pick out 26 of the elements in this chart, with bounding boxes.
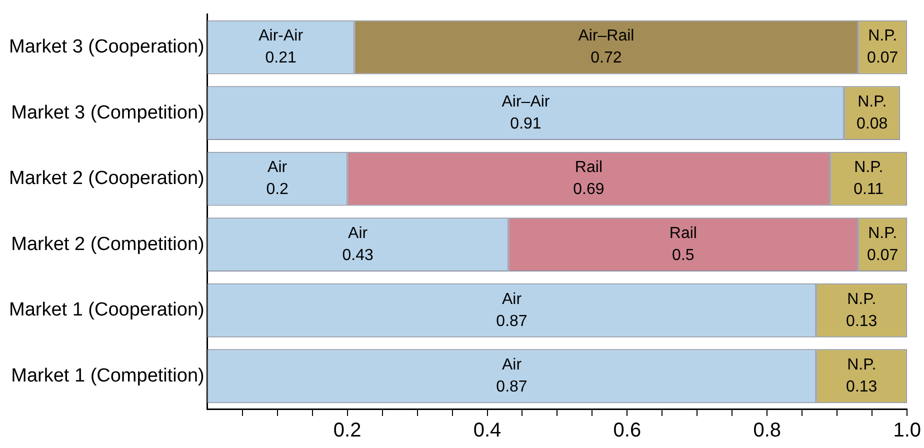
data-label: Air 0.87 bbox=[496, 356, 528, 396]
x-tick-label: 1.0 bbox=[893, 420, 922, 442]
data-label: Air–Air 0.91 bbox=[502, 93, 550, 132]
data-label: Rail 0.69 bbox=[573, 159, 604, 198]
y-tick-label: Market 1 (Cooperation) bbox=[8, 300, 204, 321]
y-tick-label: Market 2 (Cooperation) bbox=[8, 168, 204, 190]
x-tick-label: 0.6 bbox=[613, 420, 642, 442]
x-tick-label: 0.2 bbox=[333, 420, 362, 442]
data-label: Air 0.2 bbox=[266, 159, 289, 198]
data-label: N.P. 0.11 bbox=[854, 159, 884, 198]
y-tick-label: Market 1 (Competition) bbox=[11, 365, 204, 386]
data-label: Air–Rail 0.72 bbox=[578, 28, 634, 67]
x-tick-label: 0.8 bbox=[753, 420, 782, 442]
y-tick-label: Market 3 (Competition) bbox=[11, 102, 204, 124]
y-tick-label: Market 3 (Cooperation) bbox=[8, 36, 204, 58]
data-label: Rail 0.5 bbox=[669, 224, 697, 264]
data-label: N.P. 0.07 bbox=[867, 28, 898, 67]
data-label: N.P. 0.07 bbox=[867, 224, 898, 264]
data-label: Air 0.87 bbox=[496, 290, 528, 330]
data-label: N.P. 0.08 bbox=[856, 93, 888, 132]
data-label: Air-Air 0.21 bbox=[258, 28, 304, 67]
data-label: N.P. 0.13 bbox=[846, 356, 878, 396]
x-tick-label: 0.4 bbox=[473, 420, 502, 442]
y-tick-label: Market 2 (Competition) bbox=[11, 234, 204, 255]
data-label: Air 0.43 bbox=[342, 224, 374, 264]
data-label: N.P. 0.13 bbox=[846, 290, 878, 330]
